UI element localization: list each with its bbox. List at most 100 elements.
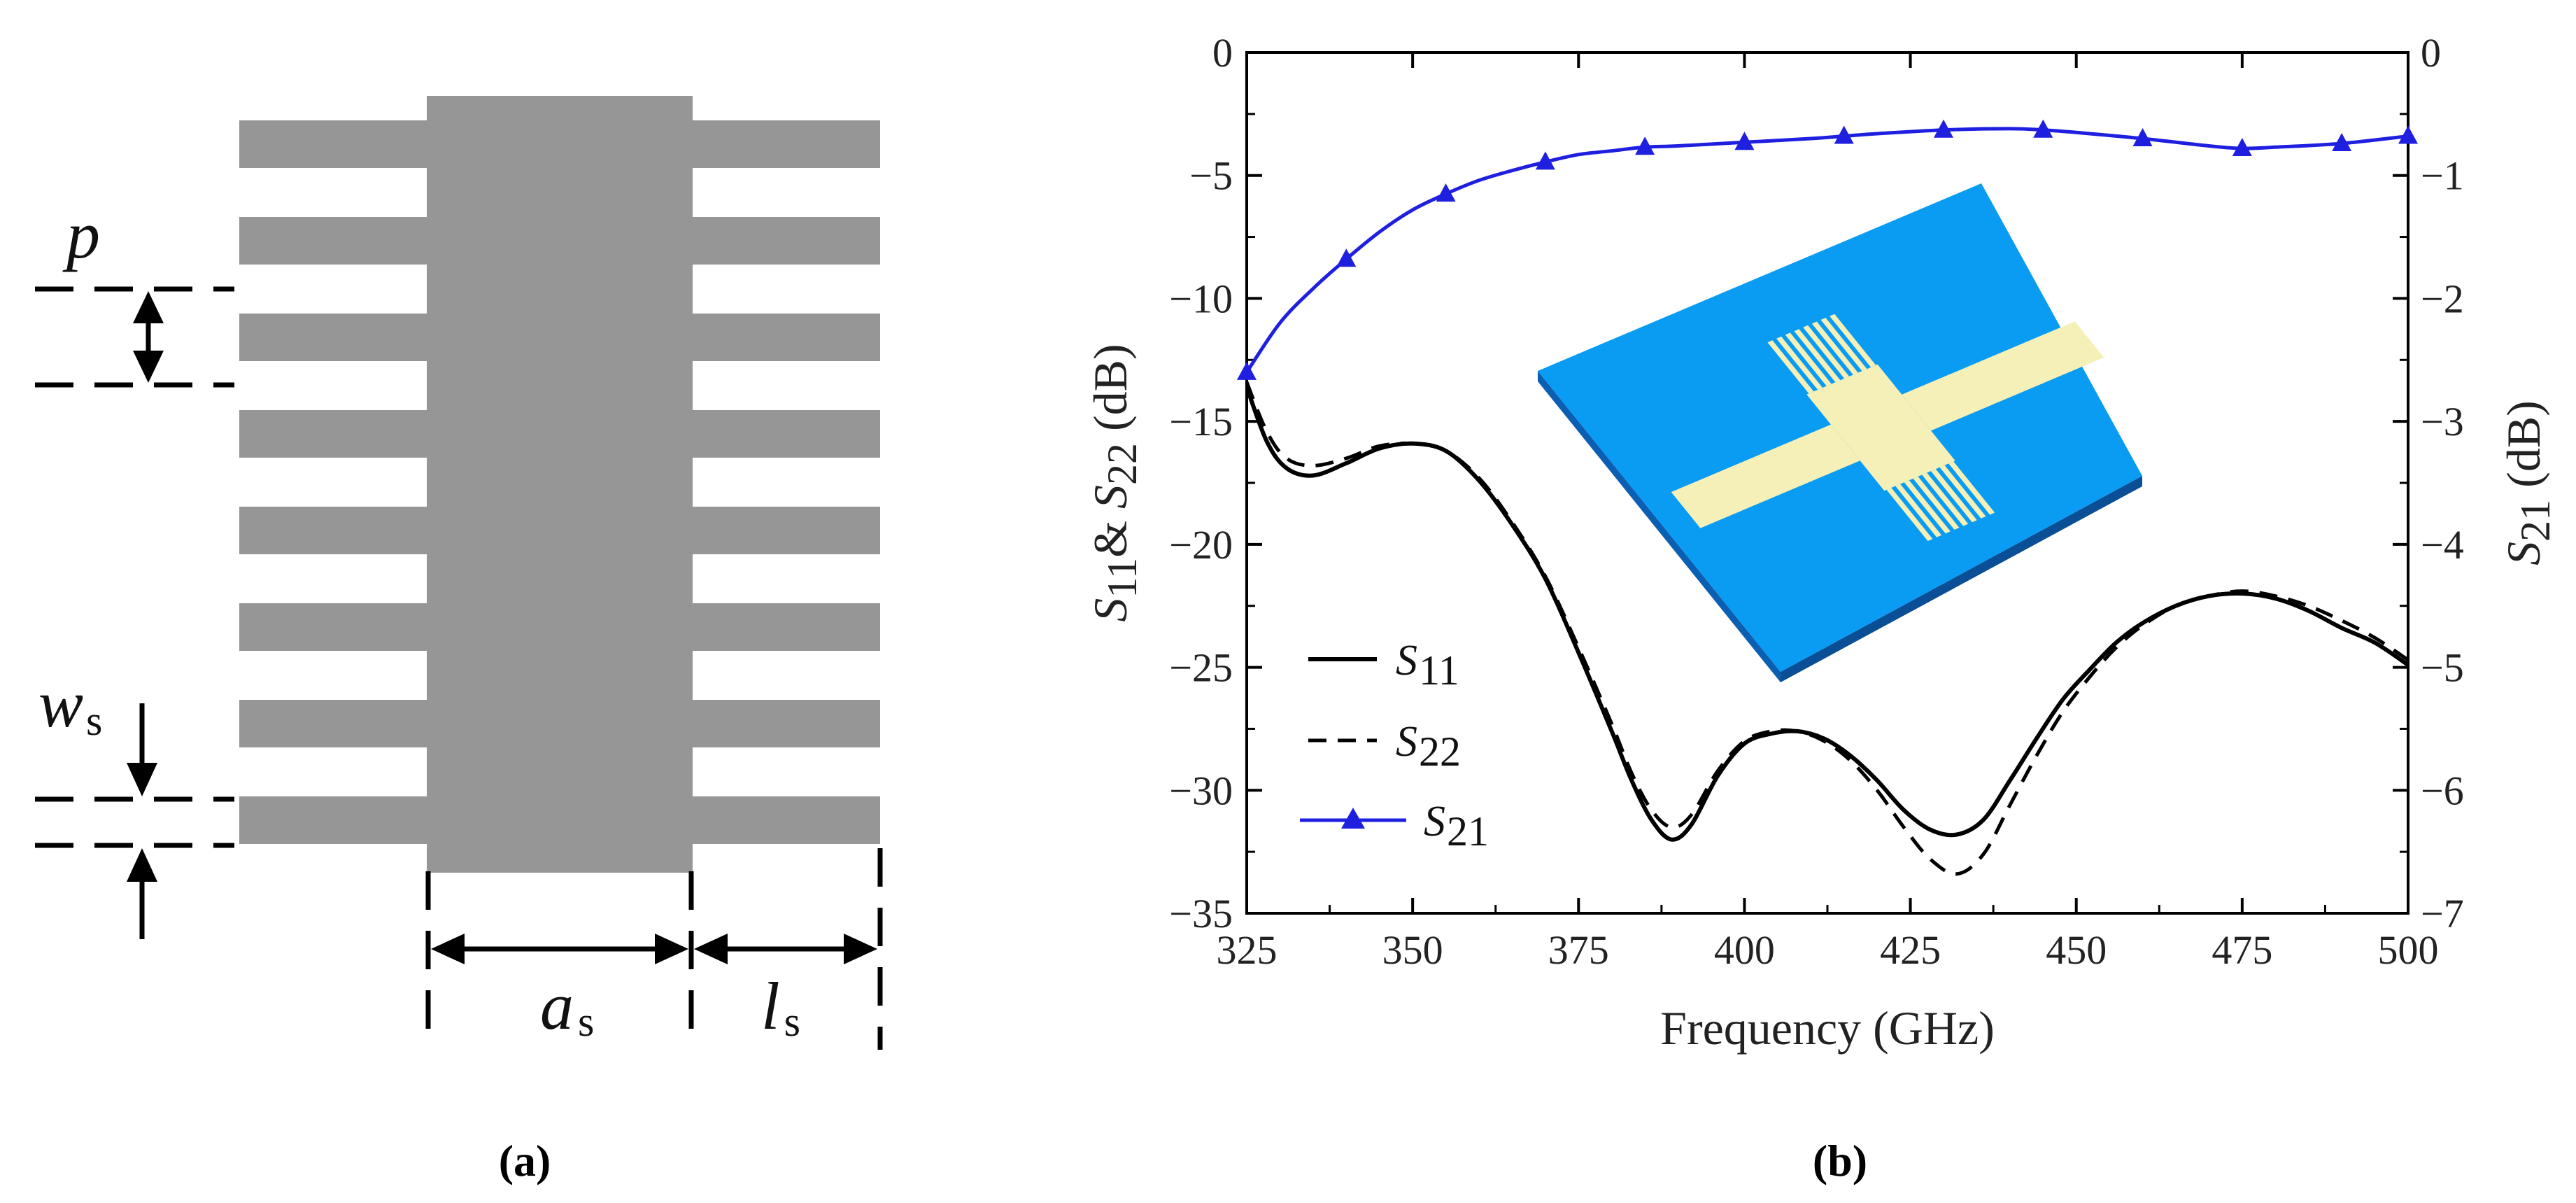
left-stub — [239, 120, 428, 168]
dimension-p — [35, 286, 234, 388]
inset-stub-bottom — [1939, 465, 1986, 519]
y-right-tick-label: −3 — [2421, 399, 2464, 444]
inset-stub-bottom — [1904, 480, 1951, 534]
left-stub — [239, 314, 428, 361]
ls-arrow-right-icon — [844, 934, 877, 964]
series-marker-s21 — [1734, 132, 1755, 150]
panel-b-sparameter-chart: 325 350 375 400 425 450 475 5000−5−10−15−20−25−… — [1084, 30, 2559, 1186]
x-tick-label: 350 — [1382, 927, 1443, 973]
substrate-side-front — [1538, 371, 1781, 682]
y-right-tick-label: −5 — [2421, 645, 2464, 691]
inset-stub-bottom — [1948, 461, 1995, 515]
series-marker-s21 — [1635, 136, 1655, 155]
left-stub — [239, 410, 428, 458]
inset-stub-bottom — [1895, 484, 1942, 537]
y-right-tick-label: 0 — [2421, 30, 2441, 76]
y-left-tick-label: −10 — [1169, 276, 1233, 321]
series-marker-s21 — [1535, 151, 1555, 170]
panel-a-caption: (a) — [499, 1136, 551, 1186]
y-left-tick-label: −25 — [1169, 645, 1233, 691]
inset-stub-top — [1776, 336, 1823, 390]
y-right-tick-label: −1 — [2421, 153, 2464, 199]
inset-center-strip — [1806, 364, 1955, 491]
inset-stub-bottom — [1886, 488, 1933, 541]
right-stub — [691, 410, 880, 458]
inset-stub-bottom — [1922, 472, 1969, 526]
y-left-tick-label: −5 — [1189, 153, 1233, 199]
x-tick-label: 400 — [1714, 927, 1775, 973]
inset-stub-top — [1830, 314, 1876, 367]
stub-group — [239, 120, 880, 844]
series-marker-s21 — [1237, 361, 1257, 380]
inset-feed-line-right — [1902, 321, 2104, 431]
ls-arrow-left-icon — [694, 934, 728, 964]
inset-3d-board-icon — [1538, 183, 2142, 682]
substrate-side-right — [1781, 476, 2142, 682]
x-tick-label: 425 — [1880, 927, 1941, 973]
right-stub — [691, 796, 880, 844]
center-strip — [427, 96, 693, 873]
p-arrow-down-icon — [133, 351, 164, 383]
x-axis-title: Frequency (GHz) — [1660, 1001, 1995, 1055]
inset-stub-bottom — [1913, 476, 1960, 530]
inset-stub-top — [1820, 318, 1867, 372]
axis-tick-labels: 325 350 375 400 425 450 475 5000−5−10−15−20−25−… — [1169, 30, 2463, 973]
series-markers-s21 — [1237, 119, 2418, 380]
right-stub — [691, 700, 880, 747]
series-marker-s21 — [1336, 248, 1357, 267]
dimension-ws — [35, 703, 234, 939]
x-tick-label: 450 — [2046, 927, 2107, 973]
y-right-tick-label: −4 — [2421, 522, 2464, 568]
y-right-tick-label: −2 — [2421, 276, 2464, 321]
series-marker-s21 — [1436, 183, 1456, 202]
x-tick-label: 475 — [2211, 927, 2272, 973]
series-marker-s21 — [2332, 133, 2352, 152]
y-axis-title-left: S11& S22 (dB) — [1084, 344, 1145, 621]
as-arrow-left-icon — [431, 934, 465, 964]
legend-label-s22: S22 — [1396, 718, 1461, 775]
left-stub — [239, 603, 428, 651]
x-tick-label: 375 — [1548, 927, 1609, 973]
right-stub — [691, 507, 880, 554]
y-right-tick-label: −7 — [2421, 891, 2464, 936]
y-left-tick-label: 0 — [1212, 30, 1233, 76]
x-tick-label: 325 — [1217, 927, 1278, 973]
series-line-s22 — [1247, 381, 2408, 876]
left-stub — [239, 217, 428, 265]
series-marker-s21 — [2398, 125, 2418, 144]
axis-ticks — [1245, 51, 2409, 915]
ws-arrow-down-icon — [127, 763, 157, 796]
y-left-tick-label: −30 — [1169, 768, 1233, 813]
left-stub — [239, 796, 428, 844]
y-left-tick-label: −15 — [1169, 399, 1233, 444]
left-stub — [239, 507, 428, 554]
y-right-tick-label: −6 — [2421, 768, 2464, 813]
inset-feed-line-left — [1671, 424, 1860, 528]
ws-arrow-up-icon — [127, 848, 157, 882]
legend-marker-s21-icon — [1341, 808, 1365, 829]
legend: S11 S22 S21 — [1300, 637, 1489, 854]
inset-stub-top — [1785, 332, 1832, 386]
inset-stub-top — [1794, 329, 1841, 383]
right-stub — [691, 120, 880, 168]
series-marker-s21 — [1934, 119, 1953, 138]
dimension-as-ls — [425, 848, 883, 1050]
right-stub — [691, 217, 880, 265]
y-left-tick-label: −20 — [1169, 522, 1233, 568]
right-stub — [691, 603, 880, 651]
y-left-tick-label: −35 — [1169, 891, 1233, 936]
legend-label-s11: S11 — [1396, 637, 1459, 694]
inset-stub-top — [1767, 340, 1814, 394]
inset-trace — [1671, 314, 2104, 541]
ws-label: ws — [38, 666, 102, 744]
left-stub — [239, 700, 428, 747]
series-marker-s21 — [2232, 138, 2252, 157]
inset-stub-bottom — [1930, 469, 1977, 523]
y-axis-title-right: S21 (dB) — [2497, 400, 2559, 565]
panel-b-caption: (b) — [1813, 1136, 1867, 1186]
legend-label-s21: S21 — [1424, 798, 1489, 854]
series-marker-s21 — [2033, 119, 2053, 138]
